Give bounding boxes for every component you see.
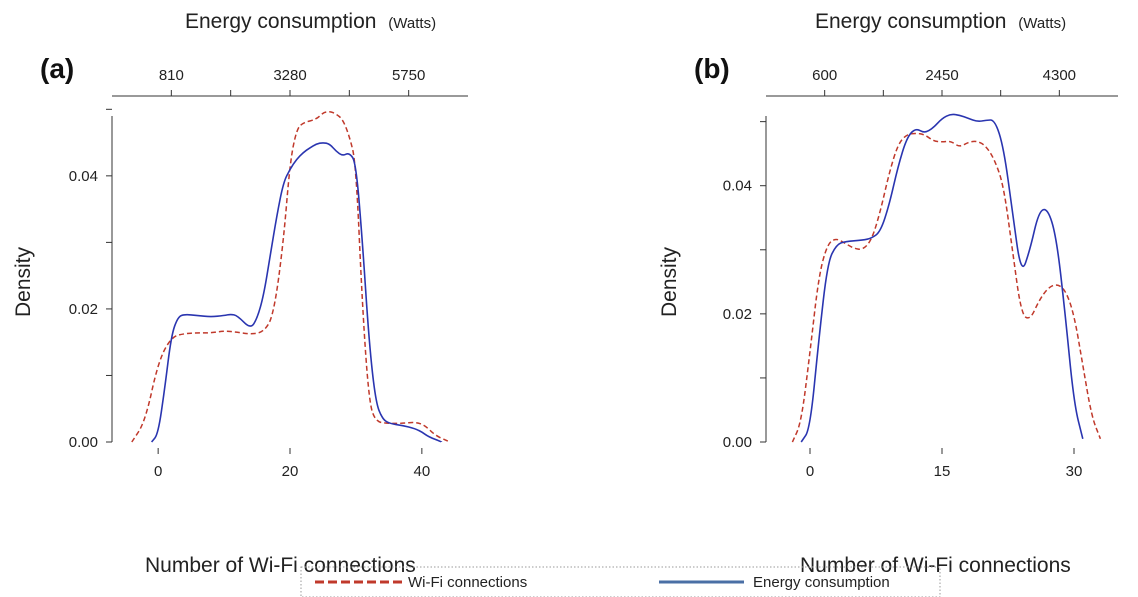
panel-a-x-tick-label: 20 bbox=[282, 463, 299, 480]
legend-box bbox=[300, 566, 941, 597]
panel-a-plot: 0.00 0.02 0.04 0 20 40 810 3280 5750 bbox=[69, 67, 468, 480]
legend-label-energy: Energy consumption bbox=[753, 574, 890, 591]
panel-b-plot: 0.00 0.02 0.04 0 15 30 600 2450 4300 bbox=[723, 67, 1118, 480]
panel-b-y-tick-label: 0.04 bbox=[723, 178, 752, 195]
panel-b-x-tick-label: 30 bbox=[1066, 463, 1083, 480]
legend: Wi-Fi connections Energy consumption bbox=[300, 566, 941, 597]
panel-b-series-energy-consumption-line bbox=[800, 113, 1084, 443]
panel-b-label: (b) bbox=[694, 53, 730, 84]
panel-b: (b) Energy consumption (Watts) Number of… bbox=[658, 10, 1118, 577]
panel-a-x-axis-title: Number of Wi-Fi connections bbox=[145, 554, 416, 577]
panel-b-top-axis-title: Energy consumption (Watts) bbox=[815, 10, 1066, 33]
panel-a-top-tick-label: 3280 bbox=[273, 67, 306, 84]
panel-b-x-tick-label: 15 bbox=[934, 463, 951, 480]
panel-b-x-tick-label: 0 bbox=[806, 463, 814, 480]
panel-a-y-tick-label: 0.02 bbox=[69, 301, 98, 318]
panel-a-series-wifi-connections-line bbox=[131, 111, 449, 443]
legend-label-wifi: Wi-Fi connections bbox=[408, 574, 527, 591]
panel-a-top-tick-label: 810 bbox=[159, 67, 184, 84]
panel-a-label: (a) bbox=[40, 53, 74, 84]
panel-b-top-tick-label: 2450 bbox=[925, 67, 958, 84]
panel-b-y-tick-label: 0.00 bbox=[723, 434, 752, 451]
panel-a-y-tick-label: 0.04 bbox=[69, 168, 98, 185]
panel-a-top-tick-label: 5750 bbox=[392, 67, 425, 84]
panel-b-top-tick-label: 600 bbox=[812, 67, 837, 84]
panel-a: (a) Energy consumption (Watts) Number of… bbox=[12, 10, 468, 577]
panel-b-y-tick-label: 0.02 bbox=[723, 306, 752, 323]
panel-a-x-tick-label: 0 bbox=[154, 463, 162, 480]
panel-b-series-wifi-connections-line bbox=[791, 132, 1102, 443]
panel-a-y-tick-label: 0.00 bbox=[69, 434, 98, 451]
panel-a-y-axis-title: Density bbox=[12, 246, 35, 317]
panel-b-x-axis-title: Number of Wi-Fi connections bbox=[800, 554, 1071, 577]
panel-b-top-tick-label: 4300 bbox=[1043, 67, 1076, 84]
panel-b-y-axis-title: Density bbox=[658, 246, 681, 317]
panel-a-top-axis-title: Energy consumption (Watts) bbox=[185, 10, 436, 33]
panel-a-series-energy-consumption-line bbox=[150, 142, 443, 443]
panel-a-x-tick-label: 40 bbox=[414, 463, 431, 480]
